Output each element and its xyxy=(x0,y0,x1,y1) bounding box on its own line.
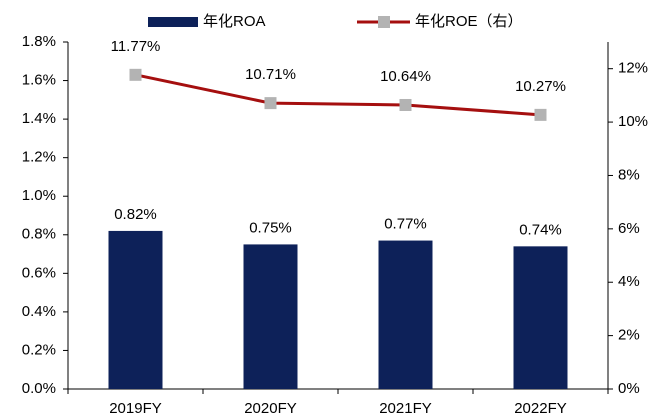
bar xyxy=(378,240,433,389)
y-tick-label: 0.8% xyxy=(22,226,56,243)
line xyxy=(135,73,541,117)
x-tick-label: 2022FY xyxy=(514,400,567,417)
y2-tick-label: 0% xyxy=(618,380,640,397)
marker xyxy=(264,97,277,110)
legend-label: 年化ROE（右） xyxy=(415,13,523,30)
x-tick-label: 2021FY xyxy=(379,400,432,417)
y-tick-label: 1.8% xyxy=(22,33,56,50)
bar xyxy=(108,230,163,389)
marker xyxy=(534,108,547,121)
legend-label: 年化ROA xyxy=(203,13,266,30)
marker xyxy=(129,68,142,81)
bar xyxy=(243,244,298,389)
x-tick-label: 2019FY xyxy=(109,400,162,417)
data-label: 0.77% xyxy=(384,216,427,233)
bar xyxy=(513,246,568,389)
y2-tick-label: 4% xyxy=(618,273,640,290)
y-tick-label: 1.4% xyxy=(22,110,56,127)
y2-tick-label: 6% xyxy=(618,220,640,237)
y2-tick-label: 10% xyxy=(618,113,648,130)
data-label: 10.27% xyxy=(515,78,566,95)
marker xyxy=(399,98,412,111)
y-tick-label: 0.6% xyxy=(22,264,56,281)
y-tick-label: 1.0% xyxy=(22,187,56,204)
y-tick-label: 1.2% xyxy=(22,149,56,166)
y-tick-label: 0.4% xyxy=(22,303,56,320)
data-label: 0.75% xyxy=(249,219,292,236)
y2-tick-label: 8% xyxy=(618,166,640,183)
legend-swatch xyxy=(148,17,198,27)
data-label: 0.82% xyxy=(114,206,157,223)
y-tick-label: 0.0% xyxy=(22,380,56,397)
data-label: 11.77% xyxy=(111,38,161,55)
y-tick-label: 0.2% xyxy=(22,341,56,358)
y2-tick-label: 12% xyxy=(618,60,648,77)
data-label: 10.64% xyxy=(380,68,431,85)
data-label: 0.74% xyxy=(519,221,562,238)
y-tick-label: 1.6% xyxy=(22,72,56,89)
y2-tick-label: 2% xyxy=(618,327,640,344)
legend-marker xyxy=(378,16,390,28)
x-tick-label: 2020FY xyxy=(244,400,297,417)
data-label: 10.71% xyxy=(245,66,296,83)
